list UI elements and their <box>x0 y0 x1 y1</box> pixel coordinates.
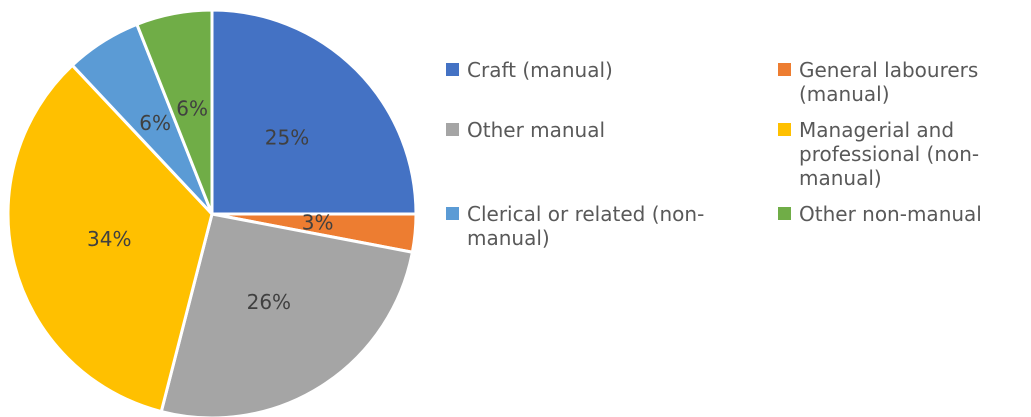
data-label: 25% <box>265 125 309 149</box>
legend-swatch <box>446 63 459 76</box>
pie-slice <box>159 212 415 417</box>
legend-label: Clerical or related (non-manual) <box>467 202 705 250</box>
legend-label: General labourers (manual) <box>799 58 979 106</box>
legend-swatch <box>778 207 791 220</box>
legend-label: Other manual <box>467 118 606 142</box>
legend-swatch <box>778 63 791 76</box>
pie: 25% 3% 26% 34% 6%6% <box>6 8 418 417</box>
legend-swatch <box>446 123 459 136</box>
legend-item: Managerial and professional (non-manual) <box>778 118 1028 190</box>
pie-slice <box>210 8 418 216</box>
legend-label: Craft (manual) <box>467 58 613 82</box>
data-label: 6% <box>176 96 208 120</box>
legend-item: Clerical or related (non-manual) <box>446 202 778 250</box>
legend: Craft (manual) General labourers (manual)… <box>446 58 1028 250</box>
legend-item: Other non-manual <box>778 202 1028 250</box>
legend-item: Craft (manual) <box>446 58 778 106</box>
legend-item: Other manual <box>446 118 778 190</box>
data-label: 3% <box>302 210 334 234</box>
data-label: 34% <box>87 227 131 251</box>
pie-slice <box>6 63 214 414</box>
pie-slice <box>134 8 214 215</box>
legend-label: Managerial and professional (non-manual) <box>799 118 980 190</box>
legend-item: General labourers (manual) <box>778 58 1028 106</box>
legend-label: Other non-manual <box>799 202 982 226</box>
legend-swatch <box>446 207 459 220</box>
data-label: 6% <box>139 111 171 135</box>
legend-swatch <box>778 123 791 136</box>
data-label: 26% <box>247 290 291 314</box>
